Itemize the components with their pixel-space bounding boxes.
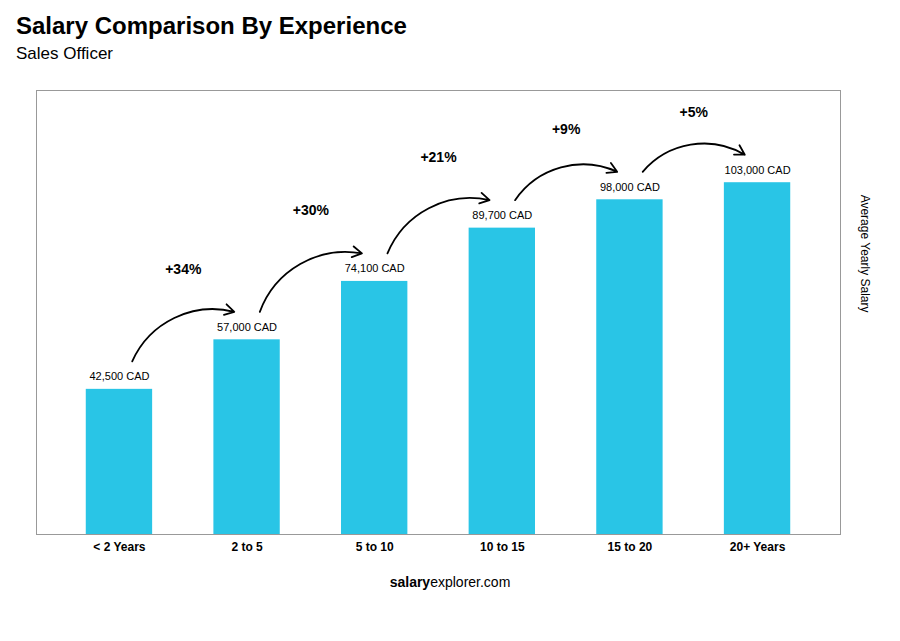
svg-text:20+ Years: 20+ Years	[730, 540, 786, 554]
svg-text:+9%: +9%	[552, 121, 581, 137]
svg-text:89,700 CAD: 89,700 CAD	[472, 209, 532, 221]
svg-text:74,100 CAD: 74,100 CAD	[345, 262, 405, 274]
html-text:Sales Officer: Sales Officer	[16, 44, 113, 63]
svg-text:< 2 Years: < 2 Years	[93, 540, 145, 554]
svg-text:5 to 10: 5 to 10	[356, 540, 394, 554]
svg-text:57,000 CAD: 57,000 CAD	[217, 321, 277, 333]
svg-text:+5%: +5%	[680, 104, 709, 120]
svg-text:2 to 5: 2 to 5	[231, 540, 263, 554]
svg-text:+34%: +34%	[165, 261, 202, 277]
html-text:salary explorer.com: salary explorer.com	[389, 574, 511, 590]
svg-text:Average Yearly Salary: Average Yearly Salary	[858, 195, 872, 313]
svg-text:+21%: +21%	[420, 149, 457, 165]
html-text:Salary Comparison By Experienc: Salary Comparison By Experience	[16, 12, 407, 39]
svg-text:42,500 CAD: 42,500 CAD	[89, 370, 149, 382]
svg-text:10 to 15: 10 to 15	[480, 540, 525, 554]
svg-text:+30%: +30%	[293, 202, 330, 218]
svg-text:15 to 20: 15 to 20	[608, 540, 653, 554]
svg-text:103,000 CAD: 103,000 CAD	[725, 164, 791, 176]
svg-text:98,000 CAD: 98,000 CAD	[600, 181, 660, 193]
